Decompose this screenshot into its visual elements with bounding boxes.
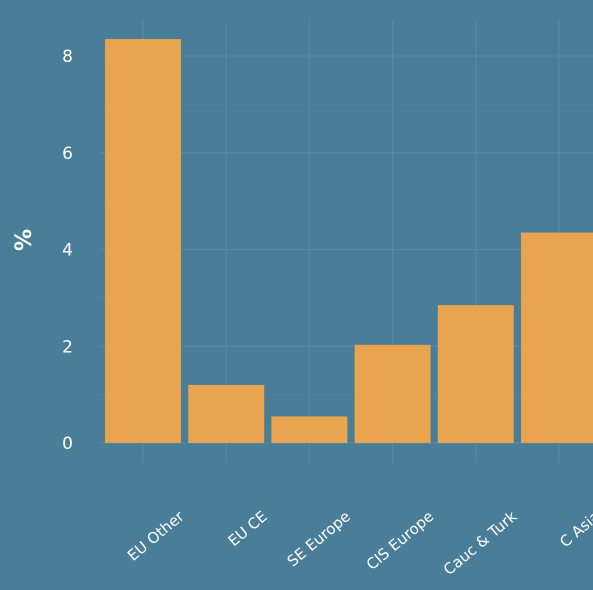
bar-cauc-turk [437, 305, 514, 443]
bar-eu-other [105, 39, 181, 443]
y-tick-label: 0 [62, 434, 73, 454]
y-tick-label: 2 [62, 337, 73, 357]
y-axis-label: % [12, 229, 37, 251]
x-tick-label: EU Other [124, 507, 188, 565]
y-tick-label: 4 [62, 241, 73, 261]
bar-c-asia [521, 232, 593, 443]
x-tick-label: SE Europe [284, 507, 354, 570]
y-tick-label: 6 [62, 144, 73, 164]
x-tick-label: Cauc & Turk [440, 507, 521, 579]
y-tick-label: 8 [62, 47, 73, 67]
bars-layer [105, 39, 593, 443]
bar-cis-europe [354, 344, 431, 443]
x-axis-labels: EU Other EU CE SE Europe CIS Europe Cauc & T… [124, 507, 593, 579]
x-tick-label: EU CE [225, 507, 271, 550]
bar-se-europe [271, 416, 348, 443]
y-axis-ticks: 0 2 4 6 8 [62, 47, 73, 454]
x-tick-label: CIS Europe [363, 507, 437, 573]
bar-eu-ce [188, 384, 265, 443]
x-tick-label: C Asia [556, 507, 593, 551]
